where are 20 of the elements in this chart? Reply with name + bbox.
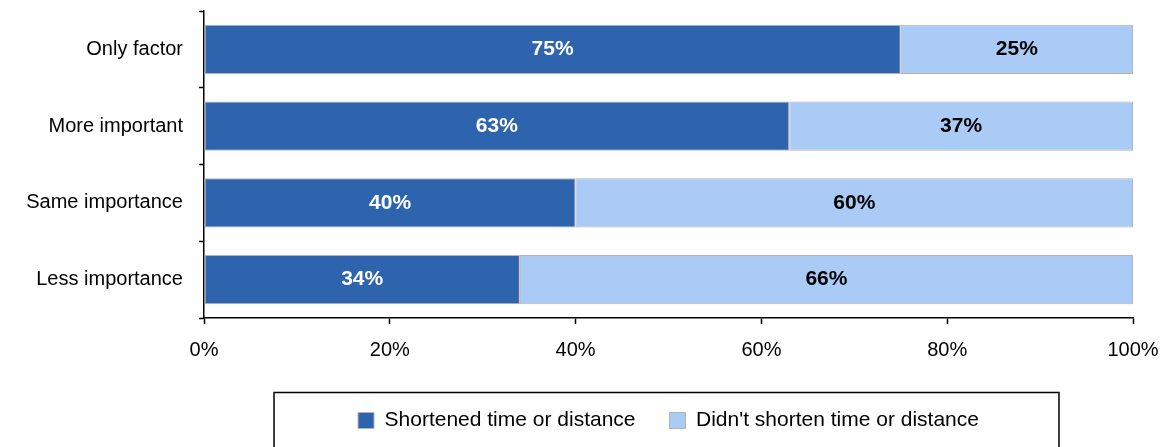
data-label: 40% bbox=[369, 189, 412, 213]
x-tick-label: 100% bbox=[1107, 337, 1159, 360]
data-label: 37% bbox=[940, 112, 983, 136]
y-tick-label: Less importance bbox=[36, 267, 183, 290]
legend-label: Shortened time or distance bbox=[384, 407, 636, 431]
x-tick-label: 60% bbox=[741, 337, 782, 360]
data-label: 25% bbox=[995, 36, 1039, 60]
x-tick-label: 0% bbox=[189, 337, 219, 360]
x-tick-label: 80% bbox=[927, 337, 968, 360]
x-tick-label: 40% bbox=[555, 337, 596, 360]
y-tick-label: Only factor bbox=[86, 36, 184, 59]
data-label: 34% bbox=[341, 266, 384, 290]
y-tick-label: More important bbox=[48, 113, 184, 136]
y-tick-label: Same importance bbox=[26, 190, 183, 213]
x-tick-label: 20% bbox=[369, 337, 411, 360]
data-label: 63% bbox=[475, 112, 519, 136]
data-label: 75% bbox=[531, 36, 574, 60]
data-label: 66% bbox=[805, 266, 848, 290]
data-label: 60% bbox=[833, 189, 876, 213]
legend-label: Didn't shorten time or distance bbox=[696, 407, 979, 431]
